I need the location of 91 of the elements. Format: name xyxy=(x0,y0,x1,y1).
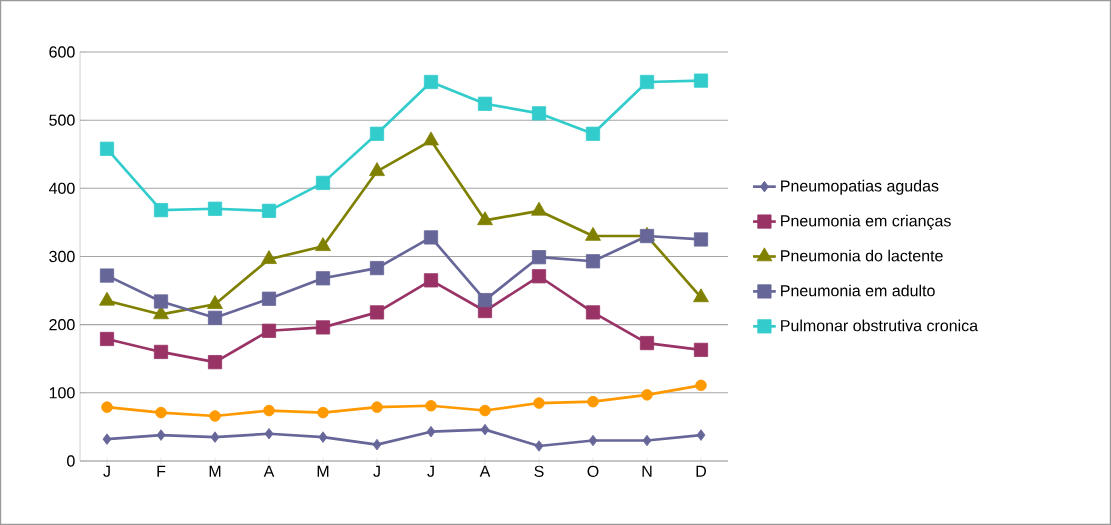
point xyxy=(531,201,547,216)
point xyxy=(585,254,601,269)
point xyxy=(99,331,115,347)
x-tick-label: J xyxy=(373,465,380,477)
point xyxy=(477,96,493,111)
point xyxy=(639,336,655,351)
point xyxy=(261,323,277,338)
point xyxy=(318,431,328,443)
y-tick-label: 200 xyxy=(49,319,75,331)
point xyxy=(99,291,115,306)
x-tick-label: M xyxy=(209,465,221,477)
point xyxy=(423,273,439,288)
point xyxy=(369,126,385,141)
point xyxy=(479,404,491,417)
x-tick-label: S xyxy=(534,465,544,478)
point xyxy=(425,400,437,412)
point xyxy=(261,250,277,264)
point xyxy=(587,395,599,408)
point xyxy=(261,291,277,306)
x-tick-label: N xyxy=(642,465,652,477)
point xyxy=(585,126,601,141)
y-tick-label: 500 xyxy=(49,114,75,126)
point xyxy=(426,425,436,438)
legend-label: Pneumonia em crianças xyxy=(781,214,951,230)
point xyxy=(155,406,167,419)
point xyxy=(156,429,166,441)
legend-label: Pneumonia do lactente xyxy=(781,249,943,262)
point xyxy=(642,434,652,447)
x-tick-label: J xyxy=(103,465,110,477)
point xyxy=(696,429,706,441)
point xyxy=(369,305,385,320)
y-tick-label: 400 xyxy=(48,182,75,194)
point xyxy=(315,175,331,190)
point xyxy=(423,131,439,146)
point xyxy=(372,438,382,451)
x-tick-label: D xyxy=(696,465,707,477)
point xyxy=(153,294,169,309)
y-tick-label: 100 xyxy=(49,387,75,399)
legend-label: Pulmonar obstrutiva cronica xyxy=(781,319,979,332)
point xyxy=(531,250,547,265)
x-tick-label: A xyxy=(479,465,491,477)
x-tick-label: F xyxy=(157,465,166,477)
point xyxy=(477,293,493,308)
point xyxy=(423,74,439,90)
point xyxy=(585,305,601,320)
point xyxy=(531,106,547,121)
point xyxy=(315,271,331,286)
point xyxy=(210,431,220,443)
point xyxy=(261,203,277,218)
point xyxy=(639,74,655,90)
point xyxy=(480,423,490,436)
point xyxy=(317,406,329,419)
point xyxy=(207,295,223,309)
point xyxy=(533,397,545,409)
x-tick-label: O xyxy=(587,465,599,478)
point xyxy=(369,162,385,177)
x-tick-label: J xyxy=(427,465,434,477)
y-tick-label: 300 xyxy=(49,250,75,263)
point xyxy=(695,379,707,392)
point xyxy=(693,288,709,303)
point xyxy=(423,230,439,245)
point xyxy=(371,401,383,413)
point xyxy=(153,203,169,218)
point xyxy=(693,73,709,88)
legend-label: Pneumonia em adulto xyxy=(781,284,935,297)
point xyxy=(477,211,493,226)
x-tick-label: M xyxy=(317,465,329,477)
point xyxy=(693,342,709,357)
point xyxy=(209,410,221,422)
point xyxy=(588,434,598,447)
legend-label: Pneumopatias agudas xyxy=(781,179,939,195)
point xyxy=(264,427,274,440)
point xyxy=(263,404,275,417)
point xyxy=(99,141,115,156)
y-tick-label: 0 xyxy=(67,455,75,467)
point xyxy=(534,440,544,452)
point xyxy=(531,269,547,284)
point xyxy=(641,389,653,401)
x-tick-label: A xyxy=(263,465,275,477)
point xyxy=(207,310,223,325)
point xyxy=(207,201,223,216)
y-tick-label: 600 xyxy=(49,46,75,58)
point xyxy=(207,355,223,370)
point xyxy=(102,433,112,445)
point xyxy=(101,401,113,413)
point xyxy=(99,268,115,283)
point xyxy=(369,261,385,276)
point xyxy=(153,344,169,359)
point xyxy=(315,320,331,335)
point xyxy=(693,232,709,247)
point xyxy=(315,237,331,251)
